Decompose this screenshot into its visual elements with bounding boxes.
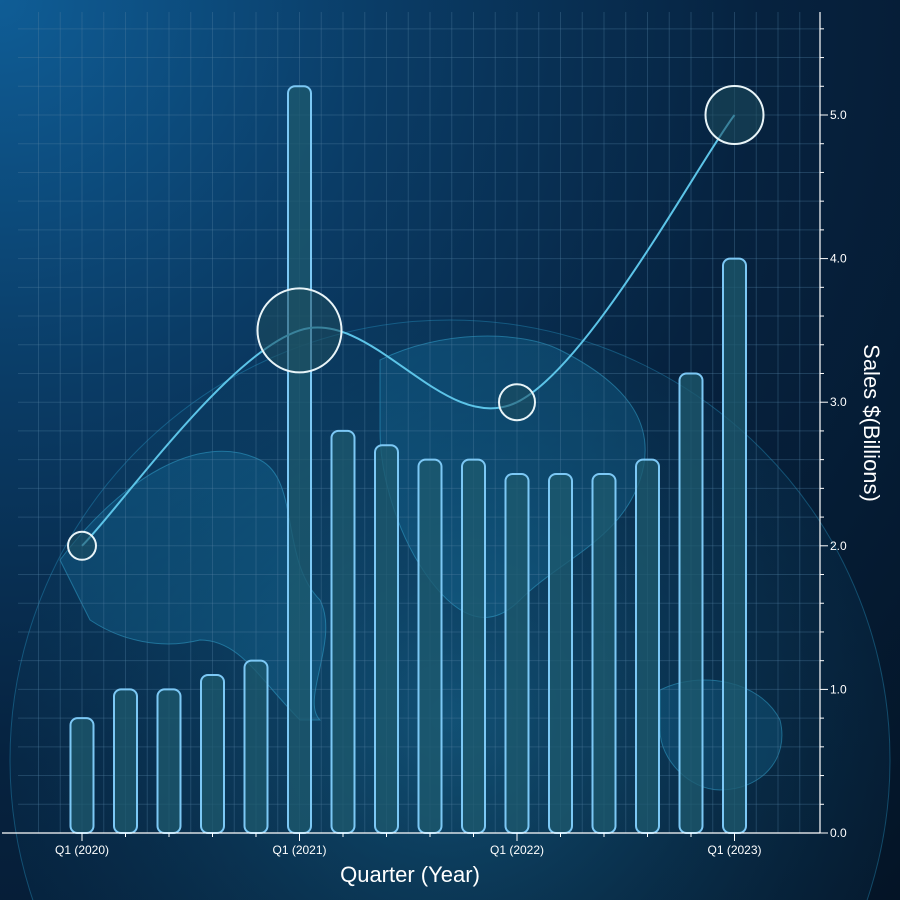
bar-7 [374, 444, 399, 834]
x-tick-label: Q1 (2023) [707, 843, 761, 857]
continent-americas [59, 450, 327, 721]
globe-sphere [9, 319, 891, 900]
bar-15 [722, 257, 747, 835]
bar-9 [461, 458, 486, 834]
x-axis-title: Quarter (Year) [340, 862, 480, 887]
bar-6 [330, 429, 356, 834]
bar-5 [287, 85, 312, 834]
bar-10 [504, 473, 530, 834]
bar-2 [156, 688, 182, 835]
x-tick-label: Q1 (2020) [55, 843, 109, 857]
curve-marker-2 [498, 383, 536, 422]
bar-13 [635, 458, 660, 834]
bar-0 [69, 717, 95, 834]
bar-1 [113, 688, 138, 835]
trend-curve [67, 85, 765, 561]
y-axis-title: Sales $(Billions) [859, 344, 884, 502]
y-tick-label: 3.0 [830, 395, 847, 409]
bar-11 [548, 473, 573, 834]
trend-line [81, 114, 736, 547]
bar-4 [243, 659, 269, 834]
x-tick-label: Q1 (2022) [490, 843, 544, 857]
axes [2, 12, 828, 841]
y-tick-label: 4.0 [830, 252, 847, 266]
curve-marker-0 [67, 530, 97, 561]
bar-14 [678, 372, 704, 834]
bar-3 [200, 674, 225, 834]
y-tick-label: 2.0 [830, 539, 847, 553]
curve-marker-1 [256, 287, 343, 374]
bar-8 [417, 458, 443, 834]
y-tick-label: 5.0 [830, 108, 847, 122]
x-tick-label: Q1 (2021) [272, 843, 326, 857]
y-tick-label: 1.0 [830, 682, 847, 696]
bar-12 [591, 473, 617, 834]
y-tick-label: 0.0 [830, 826, 847, 840]
globe-background [9, 319, 891, 900]
tick-labels: 0.0 1.0 2.0 3.0 4.0 5.0 Q1 (2020) Q1 (2021) Q1 (… [55, 108, 847, 857]
curve-marker-3 [704, 85, 765, 145]
